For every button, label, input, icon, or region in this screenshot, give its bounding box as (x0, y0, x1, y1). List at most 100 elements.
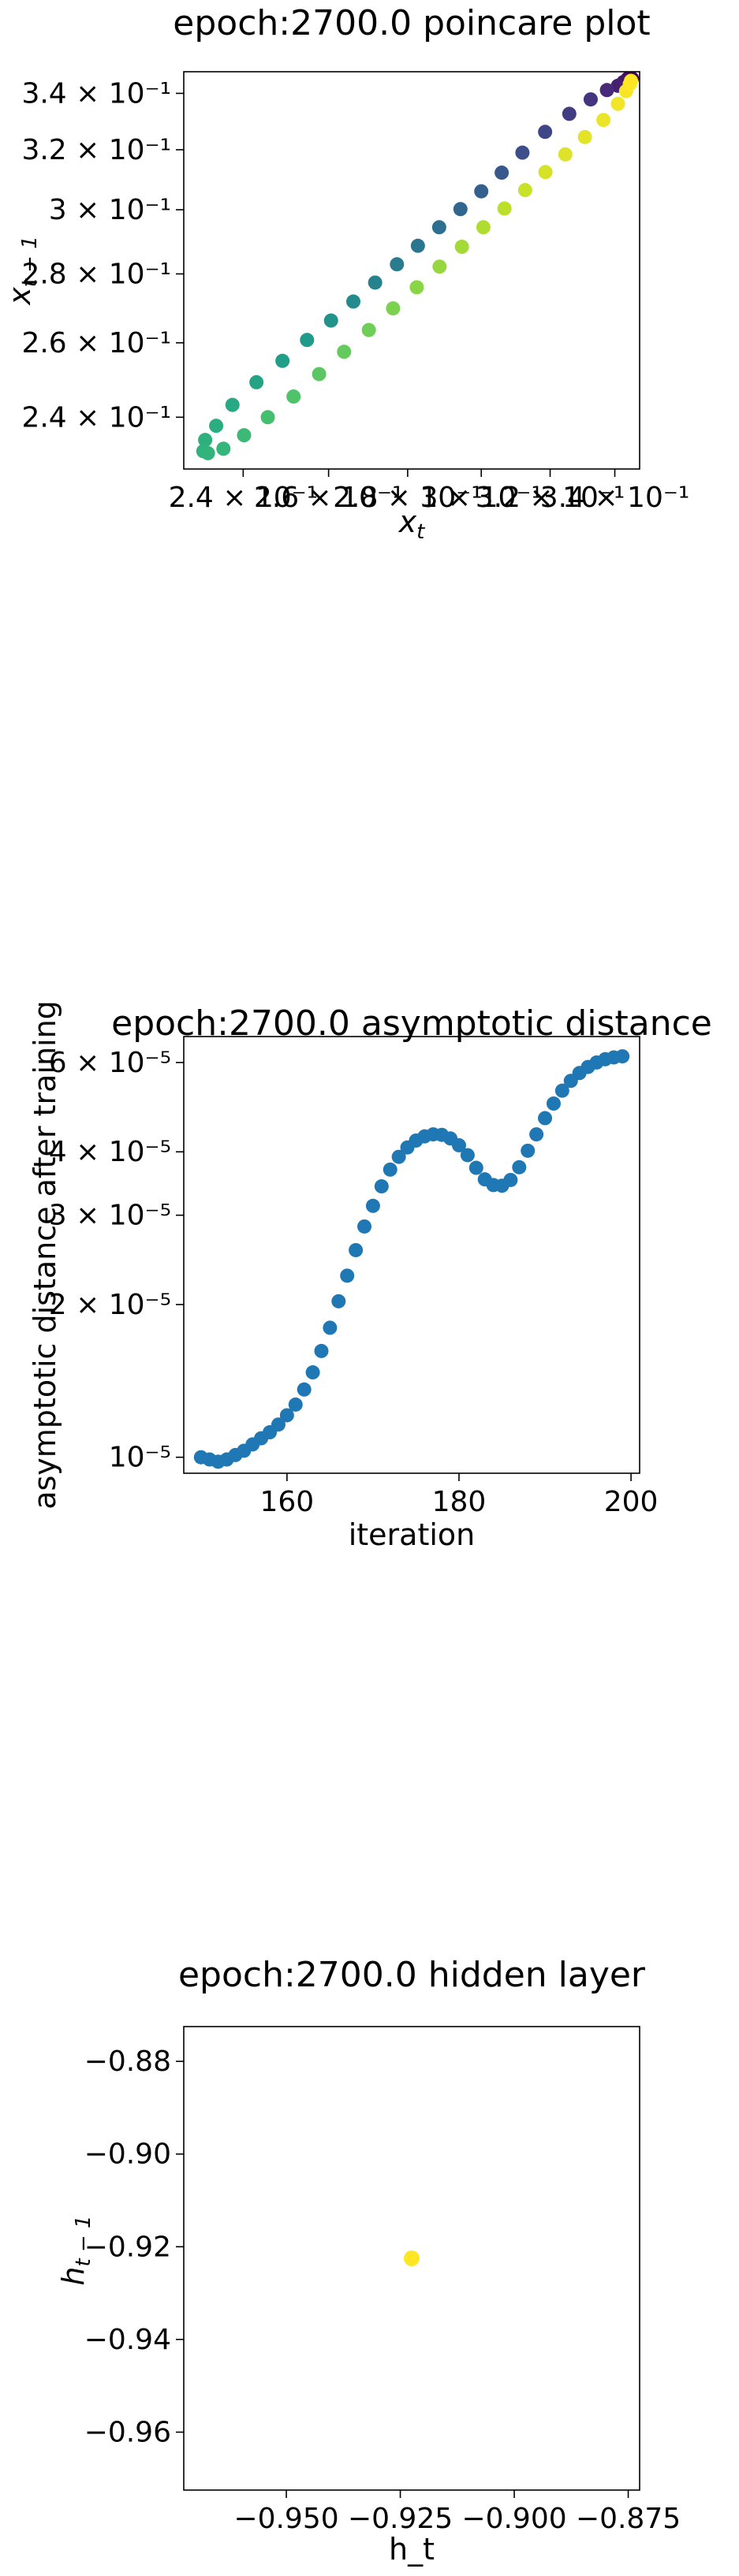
y-tick-label: −0.88 (84, 2046, 171, 2078)
poincare-plot-chart: epoch:2700.0 poincare plot 3.4 × 10⁻¹3.2… (2, 3, 690, 544)
data-point (432, 259, 447, 274)
data-point (361, 322, 376, 337)
data-point (237, 428, 252, 443)
data-point (331, 1294, 346, 1308)
x-tick-label: 2.4 × 10⁻¹ (169, 482, 319, 514)
data-point (340, 1268, 355, 1283)
data-point (323, 1320, 338, 1335)
x-tick-label: 200 (604, 1486, 659, 1518)
data-point (404, 2250, 420, 2266)
data-point (476, 220, 491, 235)
data-point (249, 374, 264, 389)
data-point (558, 147, 573, 162)
data-point (365, 1198, 380, 1213)
data-point (279, 1408, 294, 1423)
data-point (468, 1160, 483, 1175)
data-point (515, 145, 530, 160)
data-point (349, 1242, 364, 1257)
data-point (596, 113, 611, 128)
data-point (517, 183, 532, 198)
data-point (323, 313, 338, 328)
data-point (286, 389, 301, 404)
x-tick-label: 3.4 × 10⁻¹ (540, 482, 690, 514)
data-point (624, 73, 639, 88)
y-tick-label: −0.92 (84, 2231, 171, 2263)
data-point (529, 1127, 544, 1142)
data-point (554, 1083, 569, 1098)
y-tick-label: 10⁻⁵ (109, 1442, 171, 1474)
data-point (538, 1111, 553, 1126)
data-point (198, 433, 213, 448)
x-tick-label: 2.6 × 10⁻¹ (254, 482, 404, 514)
y-tick-label: 2.8 × 10⁻¹ (21, 258, 171, 290)
data-point (615, 1049, 630, 1064)
asymptotic-distance-chart: epoch:2700.0 asymptotic distance 6 × 10⁻… (28, 1000, 712, 1552)
data-point (577, 129, 592, 144)
x-axis-label: h_t (389, 2532, 435, 2567)
data-point (431, 220, 446, 235)
chart-title: epoch:2700.0 hidden layer (178, 1955, 646, 1995)
y-tick-label: 2.4 × 10⁻¹ (21, 401, 171, 434)
y-tick-label: −0.90 (84, 2139, 171, 2171)
data-point (599, 83, 614, 98)
data-point (225, 397, 240, 412)
y-tick-label: 3 × 10⁻⁵ (49, 1200, 171, 1232)
y-tick-label: 2 × 10⁻⁵ (49, 1289, 171, 1321)
y-tick-label: 2.6 × 10⁻¹ (21, 327, 171, 359)
data-point (453, 202, 468, 217)
x-tick-label: −0.950 (233, 2503, 338, 2535)
data-point (391, 1149, 406, 1164)
y-tick-label: 3.2 × 10⁻¹ (21, 134, 171, 166)
y-tick-label: −0.96 (84, 2417, 171, 2449)
x-tick-label: 180 (432, 1486, 487, 1518)
x-tick-label: 3 × 10⁻¹ (420, 482, 543, 514)
data-point (512, 1160, 527, 1174)
y-tick-label: 3.4 × 10⁻¹ (21, 77, 171, 110)
data-point (538, 125, 553, 140)
plot-frame (183, 2026, 640, 2491)
data-point (209, 419, 224, 434)
y-axis-label: xt − 1 (2, 236, 42, 306)
data-point (357, 1219, 372, 1234)
data-point (386, 301, 401, 316)
plot-frame (183, 71, 640, 470)
data-point (521, 1143, 536, 1158)
y-axis-label: ht − 1 (56, 2215, 95, 2285)
data-point (288, 1397, 303, 1412)
x-tick-label: 3.2 × 10⁻¹ (476, 482, 625, 514)
data-point (260, 410, 275, 425)
y-tick-label: 6 × 10⁻⁵ (49, 1047, 171, 1079)
data-point (610, 96, 625, 111)
x-tick-label: −0.900 (461, 2503, 566, 2535)
data-point (390, 257, 405, 272)
x-axis-label: iteration (349, 1517, 476, 1552)
data-point (374, 1179, 389, 1194)
data-point (562, 106, 577, 121)
x-tick-label: −0.925 (348, 2503, 453, 2535)
data-point (337, 344, 352, 359)
data-point (503, 1172, 518, 1187)
data-point (368, 275, 383, 290)
data-point (460, 1148, 475, 1163)
data-point (583, 92, 598, 107)
x-tick-label: 160 (260, 1486, 315, 1518)
data-point (297, 1382, 312, 1397)
x-tick-label: −0.875 (576, 2503, 681, 2535)
data-point (495, 166, 509, 181)
data-point (305, 1365, 320, 1380)
chart-title: epoch:2700.0 poincare plot (173, 3, 650, 43)
data-point (345, 294, 360, 309)
data-point (410, 238, 425, 253)
data-point (216, 441, 231, 456)
data-point (497, 201, 512, 216)
y-axis-label: asymptotic distance after training (28, 1000, 62, 1509)
data-point (546, 1096, 561, 1111)
data-point (300, 333, 315, 348)
data-point (474, 184, 489, 199)
hidden-layer-chart: epoch:2700.0 hidden layer −0.88 −0.90 −0.9… (56, 1955, 681, 2567)
x-tick-label: 2.8 × 10⁻¹ (333, 482, 483, 514)
data-point (451, 1137, 466, 1152)
data-point (200, 445, 215, 460)
y-tick-label: 4 × 10⁻⁵ (49, 1136, 171, 1168)
data-point (538, 165, 553, 180)
